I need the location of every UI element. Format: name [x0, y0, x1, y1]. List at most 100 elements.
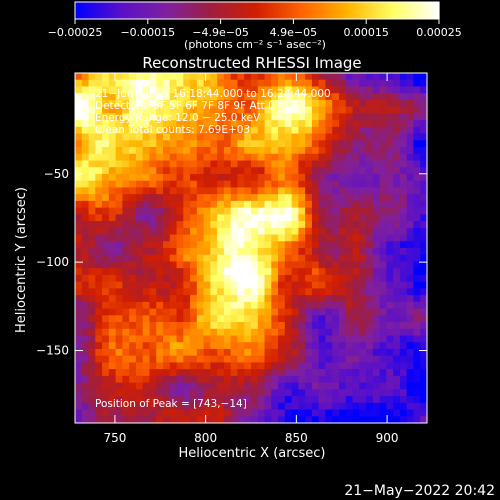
heatmap-pixel	[284, 274, 293, 283]
heatmap-pixel	[75, 416, 83, 424]
heatmap-pixel	[318, 99, 326, 108]
heatmap-pixel	[318, 315, 326, 323]
heatmap-pixel	[305, 261, 313, 269]
heatmap-pixel	[366, 99, 374, 108]
heatmap-pixel	[359, 140, 367, 148]
heatmap-pixel	[163, 153, 171, 161]
heatmap-pixel	[115, 342, 123, 350]
heatmap-pixel	[366, 207, 374, 215]
heatmap-pixel	[88, 187, 96, 195]
heatmap-pixel	[190, 308, 198, 316]
heatmap-pixel	[251, 315, 259, 323]
heatmap-pixel	[366, 241, 374, 249]
heatmap-pixel	[311, 73, 320, 81]
heatmap-pixel	[149, 288, 157, 296]
heatmap-pixel	[251, 342, 259, 350]
heatmap-pixel	[217, 200, 225, 209]
heatmap-pixel	[264, 140, 272, 148]
heatmap-pixel	[210, 234, 218, 242]
heatmap-pixel	[122, 348, 130, 357]
heatmap-pixel	[163, 382, 171, 390]
heatmap-pixel	[393, 147, 401, 155]
heatmap-pixel	[359, 99, 367, 108]
heatmap-pixel	[196, 402, 205, 410]
heatmap-pixel	[311, 295, 320, 303]
heatmap-pixel	[264, 133, 272, 141]
heatmap-pixel	[298, 194, 306, 202]
heatmap-pixel	[102, 288, 110, 296]
heatmap-pixel	[88, 140, 96, 148]
heatmap-pixel	[413, 160, 421, 168]
heatmap-pixel	[196, 315, 205, 323]
heatmap-pixel	[271, 382, 279, 390]
heatmap-pixel	[305, 214, 313, 222]
heatmap-pixel	[386, 93, 394, 101]
heatmap-pixel	[379, 355, 387, 363]
heatmap-pixel	[318, 120, 326, 128]
heatmap-pixel	[163, 348, 171, 357]
heatmap-pixel	[311, 99, 320, 108]
heatmap-pixel	[399, 254, 408, 262]
heatmap-pixel	[149, 93, 157, 101]
heatmap-pixel	[95, 335, 103, 343]
heatmap-pixel	[264, 281, 272, 289]
heatmap-pixel	[183, 120, 191, 128]
heatmap-pixel	[102, 315, 110, 323]
colorbar-segment	[203, 2, 206, 19]
heatmap-pixel	[196, 227, 205, 235]
heatmap-pixel	[223, 187, 232, 195]
heatmap-pixel	[271, 281, 279, 289]
heatmap-pixel	[122, 389, 130, 397]
colorbar-segment	[383, 2, 386, 19]
heatmap-pixel	[366, 288, 374, 296]
heatmap-pixel	[332, 315, 340, 323]
heatmap-pixel	[366, 86, 374, 94]
colorbar-segment	[137, 2, 140, 19]
colorbar-segment	[261, 2, 264, 19]
heatmap-pixel	[332, 140, 340, 148]
heatmap-image	[75, 73, 428, 424]
heatmap-pixel	[88, 342, 96, 350]
heatmap-pixel	[352, 308, 360, 316]
heatmap-pixel	[169, 214, 177, 222]
heatmap-pixel	[284, 268, 293, 276]
heatmap-pixel	[264, 342, 272, 350]
heatmap-pixel	[190, 342, 198, 350]
heatmap-pixel	[271, 227, 279, 235]
heatmap-pixel	[413, 113, 421, 121]
heatmap-pixel	[183, 322, 191, 330]
heatmap-pixel	[135, 389, 144, 397]
heatmap-pixel	[325, 315, 333, 323]
heatmap-pixel	[95, 288, 103, 296]
heatmap-pixel	[156, 288, 164, 296]
heatmap-pixel	[115, 402, 123, 410]
heatmap-pixel	[75, 167, 83, 175]
heatmap-pixel	[102, 362, 110, 370]
heatmap-pixel	[217, 389, 225, 397]
heatmap-pixel	[169, 248, 177, 256]
heatmap-pixel	[102, 126, 110, 134]
heatmap-pixel	[108, 322, 117, 330]
heatmap-pixel	[311, 281, 320, 289]
colorbar-segment	[263, 2, 266, 19]
heatmap-pixel	[81, 375, 89, 384]
heatmap-pixel	[264, 120, 272, 128]
heatmap-pixel	[345, 295, 353, 303]
heatmap-pixel	[210, 86, 218, 94]
heatmap-pixel	[142, 194, 150, 202]
colorbar-gradient	[75, 2, 440, 19]
colorbar-segment	[399, 2, 402, 19]
heatmap-pixel	[190, 227, 198, 235]
heatmap-pixel	[190, 167, 198, 175]
heatmap-pixel	[196, 120, 205, 128]
heatmap-pixel	[305, 389, 313, 397]
heatmap-pixel	[203, 99, 211, 108]
heatmap-pixel	[352, 133, 360, 141]
heatmap-pixel	[406, 73, 414, 81]
heatmap-pixel	[359, 274, 367, 283]
heatmap-pixel	[257, 409, 265, 417]
colorbar-segment	[253, 2, 256, 19]
heatmap-pixel	[217, 369, 225, 377]
heatmap-pixel	[156, 167, 164, 175]
heatmap-pixel	[372, 133, 381, 141]
